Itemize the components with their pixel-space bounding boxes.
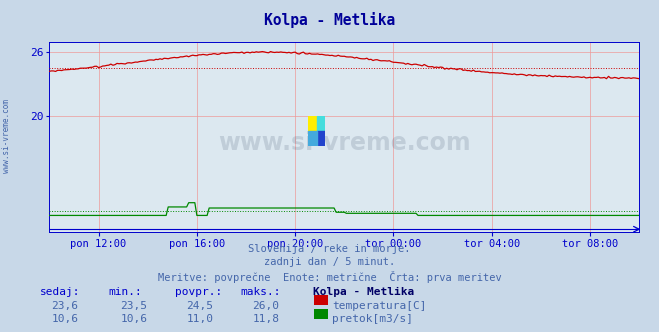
Bar [317,116,325,131]
Text: maks.:: maks.: [241,287,281,297]
Text: min.:: min.: [109,287,142,297]
Text: Kolpa - Metlika: Kolpa - Metlika [264,12,395,28]
Text: sedaj:: sedaj: [40,287,80,297]
Text: pretok[m3/s]: pretok[m3/s] [332,314,413,324]
Text: 24,5: 24,5 [186,301,214,311]
Text: Meritve: povprečne  Enote: metrične  Črta: prva meritev: Meritve: povprečne Enote: metrične Črta:… [158,271,501,283]
Text: www.si-vreme.com: www.si-vreme.com [218,131,471,155]
Text: 10,6: 10,6 [121,314,148,324]
Bar [308,131,317,146]
Bar [308,116,317,131]
Text: 23,5: 23,5 [121,301,148,311]
Text: 10,6: 10,6 [51,314,78,324]
Text: zadnji dan / 5 minut.: zadnji dan / 5 minut. [264,257,395,267]
Text: 23,6: 23,6 [51,301,78,311]
Text: Slovenija / reke in morje.: Slovenija / reke in morje. [248,244,411,254]
Text: 26,0: 26,0 [252,301,279,311]
Text: 11,0: 11,0 [186,314,214,324]
Text: povpr.:: povpr.: [175,287,222,297]
Text: 11,8: 11,8 [252,314,279,324]
Bar [317,131,325,146]
Text: Kolpa - Metlika: Kolpa - Metlika [313,287,415,297]
Text: temperatura[C]: temperatura[C] [332,301,426,311]
Text: www.si-vreme.com: www.si-vreme.com [2,99,11,173]
